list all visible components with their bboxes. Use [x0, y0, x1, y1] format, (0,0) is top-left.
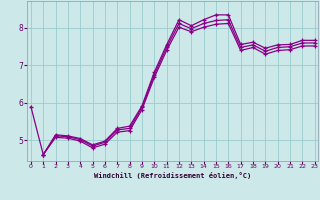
X-axis label: Windchill (Refroidissement éolien,°C): Windchill (Refroidissement éolien,°C): [94, 172, 252, 179]
